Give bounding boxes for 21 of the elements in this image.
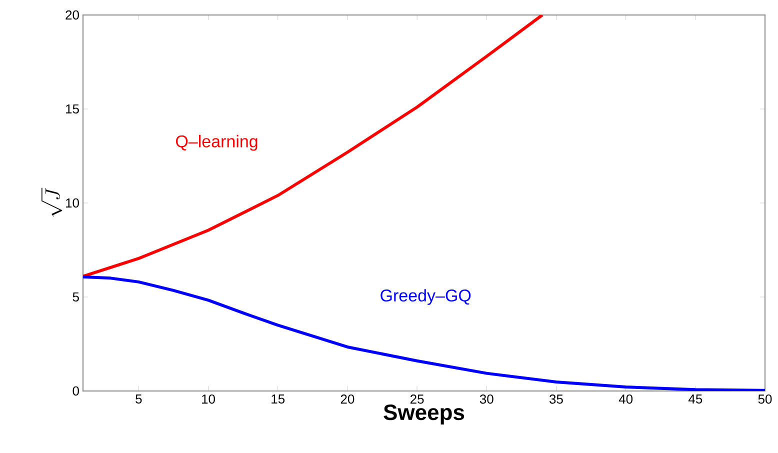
line-series — [83, 275, 766, 391]
y-tick-label: 0 — [72, 386, 79, 396]
y-tick-label: 5 — [72, 292, 79, 302]
line-series — [83, 14, 544, 278]
y-tick-label: 20 — [66, 10, 79, 20]
y-axis-title: $\sqrt{J}$ — [42, 188, 62, 217]
x-tick-label: 15 — [272, 394, 285, 404]
text: Q–learning — [176, 134, 258, 151]
x-tick-label: 20 — [340, 394, 354, 404]
x-tick-label: 50 — [758, 394, 772, 404]
x-axis-title: Sweeps — [384, 404, 464, 424]
x-tick-label: 5 — [136, 394, 142, 404]
x-tick-label: 40 — [618, 394, 633, 404]
y-tick-label: 10 — [66, 198, 79, 208]
y-tick-label: 15 — [66, 104, 79, 114]
x-tick-label: 30 — [480, 394, 494, 404]
x-tick-label: 10 — [202, 394, 215, 404]
x-tick-label: 35 — [550, 394, 563, 404]
text: Greedy–GQ — [380, 289, 471, 305]
x-tick-label: 45 — [688, 394, 702, 404]
x-tick-label: 25 — [410, 394, 424, 404]
